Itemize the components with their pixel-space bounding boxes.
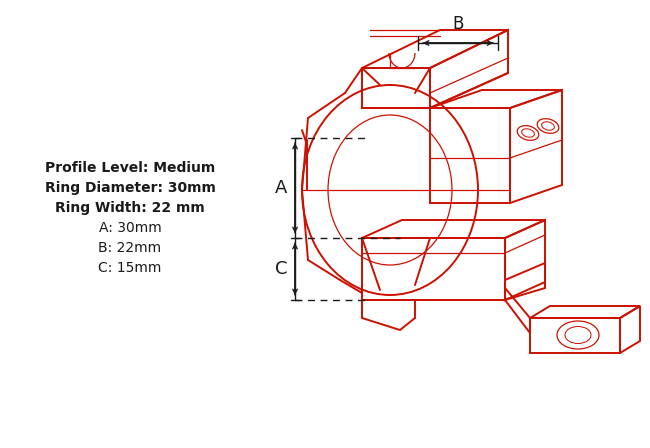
Text: Ring Width: 22 mm: Ring Width: 22 mm — [55, 201, 205, 215]
Text: B: B — [452, 15, 463, 33]
Text: A: 30mm: A: 30mm — [99, 221, 161, 235]
Text: C: C — [275, 260, 287, 278]
Text: B: 22mm: B: 22mm — [98, 241, 162, 255]
Text: C: 15mm: C: 15mm — [98, 261, 162, 275]
Text: Ring Diameter: 30mm: Ring Diameter: 30mm — [45, 181, 215, 195]
Text: A: A — [275, 179, 287, 197]
Text: Profile Level: Medium: Profile Level: Medium — [45, 161, 215, 175]
